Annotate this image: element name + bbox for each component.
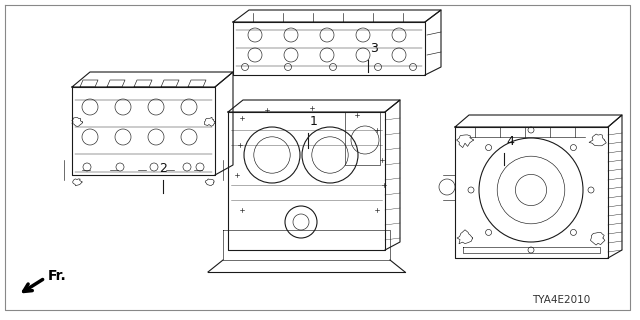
Text: TYA4E2010: TYA4E2010 [532, 295, 590, 305]
Text: 3: 3 [370, 42, 378, 55]
Text: 2: 2 [159, 162, 167, 175]
Text: Fr.: Fr. [48, 269, 67, 283]
Text: 1: 1 [310, 115, 318, 128]
Text: 4: 4 [506, 135, 514, 148]
